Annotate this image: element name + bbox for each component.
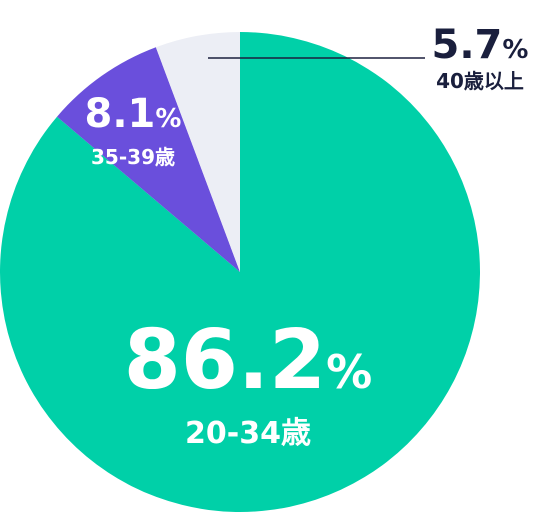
value-number: 8.1 xyxy=(85,91,156,137)
value-label: 86.2% xyxy=(124,313,372,408)
category-label: 35-39歳 xyxy=(91,145,175,169)
pie-slice xyxy=(155,32,240,272)
pie-slice xyxy=(0,32,480,512)
value-unit: % xyxy=(155,104,181,134)
category-label: 20-34歳 xyxy=(185,416,311,451)
value-label: 8.1% xyxy=(85,91,182,137)
category-label: 40歳以上 xyxy=(436,69,524,93)
value-unit: % xyxy=(502,35,528,65)
value-number: 5.7 xyxy=(432,22,503,68)
value-unit: % xyxy=(326,345,372,399)
value-number: 86.2 xyxy=(124,313,326,408)
value-label: 5.7% xyxy=(432,22,529,68)
pie-slice xyxy=(57,47,241,272)
